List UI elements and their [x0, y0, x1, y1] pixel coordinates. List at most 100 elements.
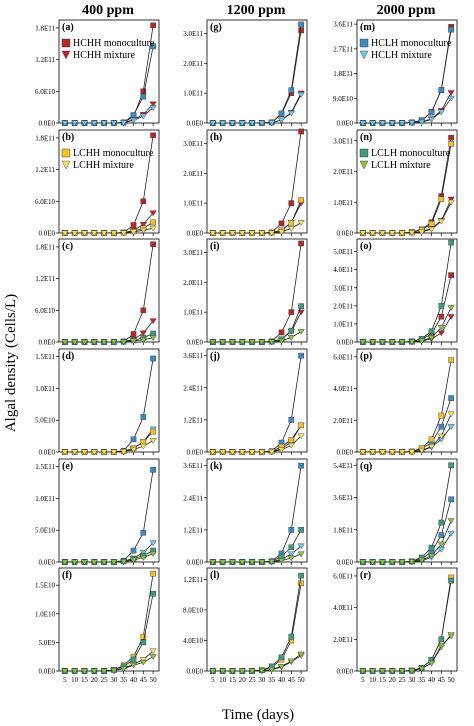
panel-frame	[58, 458, 160, 563]
y-tick-label: 1.8E11	[333, 526, 353, 534]
data-point-square	[448, 496, 454, 503]
x-tick-label: 45	[438, 676, 446, 684]
data-point-triangle	[248, 120, 256, 127]
y-tick-label: 1.0E11	[333, 199, 353, 207]
data-point-triangle	[437, 218, 445, 225]
panel-letter: (j)	[210, 351, 220, 362]
y-axis-title: Algal density (Cells/L)	[3, 294, 19, 432]
data-point-triangle	[61, 668, 69, 675]
data-point-triangle	[219, 668, 227, 675]
y-tick-label: 2.0E11	[333, 417, 353, 425]
legend-square-marker	[359, 148, 369, 158]
data-point-triangle	[139, 657, 147, 663]
data-point-square	[298, 580, 304, 587]
data-point-triangle	[139, 555, 147, 561]
data-point-square	[288, 87, 295, 93]
data-point-triangle	[149, 654, 157, 660]
y-tick-label: 9.0E10	[333, 95, 354, 103]
data-point-triangle	[258, 668, 266, 674]
panel-j: (j) 0.0E0 1.2E11 2.4E11 3.6E11	[183, 348, 308, 457]
data-point-triangle	[219, 449, 227, 456]
data-point-triangle	[80, 120, 89, 127]
data-point-square	[130, 547, 137, 554]
y-tick-label: 0.0E0	[186, 230, 203, 238]
y-tick-label: 0.0E0	[336, 120, 353, 128]
x-tick-label: 10	[369, 676, 377, 684]
panel-letter: (n)	[360, 132, 372, 143]
series-line	[64, 573, 154, 672]
y-tick-label: 0.0E0	[186, 449, 203, 457]
y-tick-label: 1.2E11	[183, 576, 203, 584]
data-point-triangle	[447, 530, 455, 537]
data-point-triangle	[139, 659, 147, 666]
data-point-triangle	[129, 338, 138, 345]
panel-m: (m) 0.0E0 9.0E10 1.8E11 2.7E11 3.6E11 HCLH mon…	[333, 19, 458, 128]
y-tick-label: 1.8E11	[35, 243, 55, 251]
data-point-triangle	[408, 559, 416, 566]
series-line	[212, 583, 302, 672]
y-tick-label: 1.8E11	[35, 134, 55, 142]
series-line	[64, 222, 154, 234]
data-point-triangle	[120, 449, 128, 455]
data-point-triangle	[408, 449, 416, 456]
x-tick-label: 15	[81, 676, 89, 684]
x-tick-label: 50	[448, 676, 456, 684]
data-point-triangle	[398, 449, 406, 456]
series-line	[212, 30, 302, 124]
panel-g: (g) 0.0E0 1.0E11 2.0E11 3.0E11	[183, 19, 308, 128]
data-point-triangle	[418, 447, 426, 454]
x-tick-label: 40	[278, 676, 286, 684]
data-point-square	[428, 544, 435, 551]
y-tick-label: 2.4E11	[183, 384, 203, 392]
data-point-triangle	[129, 117, 138, 124]
data-point-triangle	[71, 120, 79, 127]
data-point-square	[150, 355, 156, 362]
data-point-square	[438, 636, 445, 643]
data-point-triangle	[277, 229, 286, 236]
y-tick-label: 1.2E11	[35, 275, 55, 283]
data-point-triangle	[378, 120, 387, 127]
series-line	[362, 577, 452, 672]
data-point-triangle	[388, 230, 396, 237]
y-tick-label: 3.6E11	[333, 21, 353, 29]
panel-letter: (d)	[62, 351, 74, 362]
data-point-square	[150, 570, 156, 577]
series-line	[362, 242, 452, 343]
panel-frame	[58, 348, 160, 453]
data-point-square	[130, 112, 137, 118]
data-point-square	[130, 222, 137, 228]
y-tick-label: 3.0E11	[183, 30, 203, 38]
data-point-triangle	[149, 551, 157, 557]
data-point-square	[288, 633, 295, 640]
data-point-triangle	[120, 559, 128, 565]
data-point-square	[140, 639, 147, 646]
panel-letter: (q)	[360, 461, 372, 472]
series-line	[212, 355, 302, 453]
data-point-triangle	[388, 120, 396, 127]
data-point-triangle	[139, 330, 147, 337]
panel-frame	[356, 129, 458, 234]
data-point-triangle	[238, 230, 246, 237]
y-tick-label: 3.0E11	[183, 140, 203, 148]
data-point-triangle	[139, 337, 147, 344]
panel-frame	[58, 238, 160, 343]
series-line	[212, 222, 302, 234]
y-tick-label: 5.0E10	[35, 527, 56, 535]
data-point-square	[288, 527, 295, 533]
data-point-triangle	[71, 449, 79, 456]
data-point-triangle	[61, 339, 69, 346]
data-point-square	[288, 327, 295, 334]
y-tick-label: 6.0E10	[35, 307, 56, 315]
data-point-triangle	[378, 668, 387, 675]
data-point-triangle	[100, 449, 108, 456]
y-tick-label: 3.0E11	[333, 284, 353, 292]
panel-letter: (l)	[210, 570, 219, 581]
y-tick-label: 2.0E11	[183, 60, 203, 68]
y-tick-label: 1.0E11	[183, 200, 203, 208]
legend-entry: HCLH mixture	[371, 50, 432, 61]
x-tick-label: 35	[120, 676, 128, 684]
series-line	[64, 358, 154, 453]
data-point-triangle	[427, 660, 436, 667]
panel-letter: (p)	[360, 351, 372, 362]
